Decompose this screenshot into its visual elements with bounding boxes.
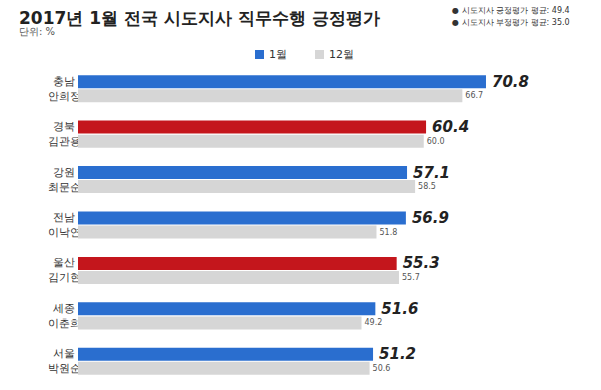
svg-text:55.7: 55.7 — [402, 273, 420, 282]
svg-text:이낙연: 이낙연 — [48, 226, 81, 239]
svg-text:12월: 12월 — [329, 48, 354, 61]
svg-text:박원순: 박원순 — [48, 362, 81, 375]
svg-text:56.9: 56.9 — [412, 209, 449, 227]
svg-text:충남: 충남 — [53, 75, 75, 88]
svg-text:김관용: 김관용 — [48, 135, 81, 148]
svg-text:김기현: 김기현 — [48, 271, 81, 284]
svg-text:단위: %: 단위: % — [19, 26, 55, 37]
svg-text:51.2: 51.2 — [379, 345, 416, 363]
svg-text:51.8: 51.8 — [379, 228, 397, 237]
svg-text:58.5: 58.5 — [418, 182, 436, 191]
svg-text:최문순: 최문순 — [48, 181, 81, 194]
svg-text:강원: 강원 — [53, 166, 75, 179]
svg-text:49.2: 49.2 — [365, 318, 383, 327]
svg-text:51.6: 51.6 — [381, 300, 418, 318]
svg-text:60.4: 60.4 — [432, 118, 469, 136]
svg-text:서울: 서울 — [53, 347, 75, 360]
svg-text:70.8: 70.8 — [492, 73, 529, 91]
svg-text:경북: 경북 — [53, 120, 75, 133]
svg-text:50.6: 50.6 — [373, 364, 391, 373]
svg-text:전남: 전남 — [53, 211, 75, 224]
svg-text:55.3: 55.3 — [403, 254, 440, 272]
svg-text:66.7: 66.7 — [465, 91, 483, 100]
svg-text:1월: 1월 — [269, 48, 287, 61]
svg-text:세종: 세종 — [53, 302, 75, 315]
svg-text:이춘희: 이춘희 — [48, 317, 81, 330]
svg-text:안희정: 안희정 — [48, 90, 81, 103]
svg-text:● 시도지사 긍정평가 평균: 49.4: ● 시도지사 긍정평가 평균: 49.4 — [452, 6, 570, 15]
svg-text:2017년 1월 전국 시도지사 직무수행 긍정평가: 2017년 1월 전국 시도지사 직무수행 긍정평가 — [19, 8, 380, 28]
svg-text:60.0: 60.0 — [427, 137, 445, 146]
svg-text:울산: 울산 — [53, 256, 75, 269]
svg-text:● 시도지사 부정평가 평균: 35.0: ● 시도지사 부정평가 평균: 35.0 — [452, 18, 570, 27]
svg-text:57.1: 57.1 — [413, 164, 450, 182]
